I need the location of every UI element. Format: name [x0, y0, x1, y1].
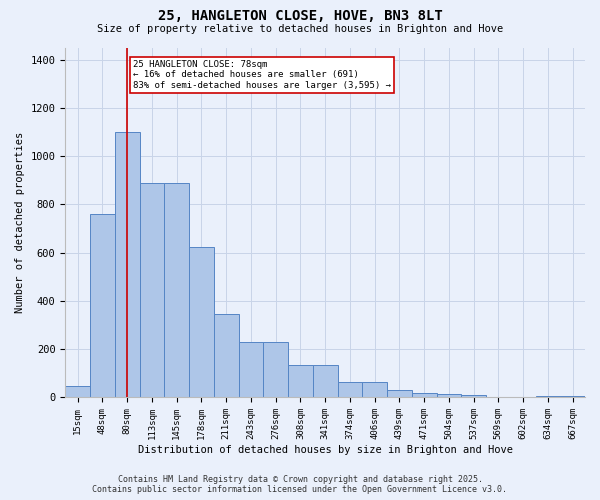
Bar: [90, 214, 115, 398]
Bar: [313, 365, 338, 398]
Bar: [362, 382, 387, 398]
Bar: [140, 182, 164, 398]
Bar: [239, 342, 263, 398]
Bar: [189, 246, 214, 398]
Text: Size of property relative to detached houses in Brighton and Hove: Size of property relative to detached ho…: [97, 24, 503, 34]
Bar: [461, 394, 486, 398]
Bar: [486, 396, 511, 398]
Bar: [387, 390, 412, 398]
Y-axis label: Number of detached properties: Number of detached properties: [15, 132, 25, 313]
Bar: [560, 396, 585, 398]
Bar: [412, 392, 437, 398]
Bar: [214, 314, 239, 398]
Bar: [288, 365, 313, 398]
Bar: [164, 182, 189, 398]
Bar: [437, 394, 461, 398]
Text: 25, HANGLETON CLOSE, HOVE, BN3 8LT: 25, HANGLETON CLOSE, HOVE, BN3 8LT: [158, 9, 442, 23]
Bar: [338, 382, 362, 398]
Bar: [263, 342, 288, 398]
Bar: [115, 132, 140, 398]
X-axis label: Distribution of detached houses by size in Brighton and Hove: Distribution of detached houses by size …: [137, 445, 512, 455]
Bar: [536, 396, 560, 398]
Bar: [511, 396, 536, 398]
Bar: [65, 386, 90, 398]
Text: Contains HM Land Registry data © Crown copyright and database right 2025.
Contai: Contains HM Land Registry data © Crown c…: [92, 474, 508, 494]
Text: 25 HANGLETON CLOSE: 78sqm
← 16% of detached houses are smaller (691)
83% of semi: 25 HANGLETON CLOSE: 78sqm ← 16% of detac…: [133, 60, 391, 90]
